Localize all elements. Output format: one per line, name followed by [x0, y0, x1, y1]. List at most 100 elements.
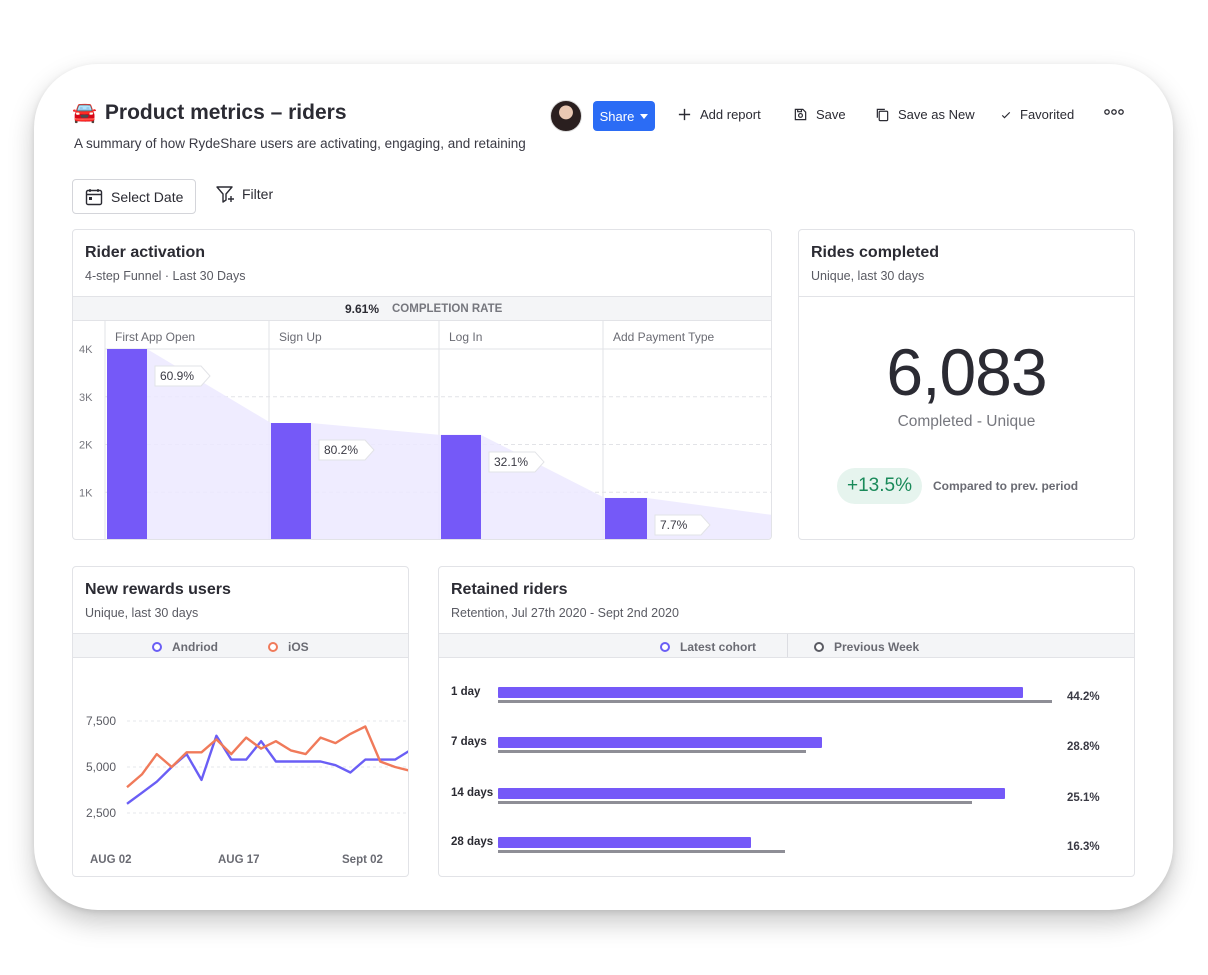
rides-completed-title: Rides completed: [811, 244, 940, 261]
save-as-new-label: Save as New: [898, 107, 975, 122]
favorited-button[interactable]: Favorited: [1000, 107, 1074, 122]
completion-rate-label: COMPLETION RATE: [392, 303, 503, 315]
share-button-label: Share: [599, 108, 635, 124]
funnel-chart: 4K 3K 2K 1K First App Open 60.9% Sign Up 80.2% L…: [79, 321, 771, 539]
checkmark-icon: [1001, 111, 1011, 118]
legend-band: [439, 633, 1134, 658]
retained-riders-title: Retained riders: [451, 581, 568, 598]
x-tick-label: Sept 02: [342, 854, 383, 866]
share-button[interactable]: Share: [593, 101, 655, 131]
retention-value-label: 44.2%: [1067, 691, 1100, 703]
funnel-step-label: Sign Up: [279, 330, 322, 344]
legend-latest-cohort[interactable]: Latest cohort: [660, 640, 756, 654]
retention-bar-latest: [498, 837, 752, 848]
new-rewards-users-panel[interactable]: New rewards users Unique, last 30 days A…: [72, 566, 409, 877]
legend-previous-week[interactable]: Previous Week: [814, 640, 919, 654]
filter-button[interactable]: Filter: [216, 185, 273, 203]
retained-riders-panel[interactable]: Retained riders Retention, Jul 27th 2020…: [438, 566, 1135, 877]
add-report-label: Add report: [700, 107, 761, 122]
filter-label: Filter: [242, 186, 274, 202]
conversion-badge: [488, 451, 545, 473]
rider-activation-panel[interactable]: Rider activation 4-step Funnel · Last 30…: [72, 229, 772, 540]
retention-row-label: 14 days: [451, 787, 494, 799]
save-button[interactable]: Save: [793, 107, 846, 122]
retention-bar-previous: [498, 700, 1052, 703]
delta-badge: +13.5%: [837, 468, 922, 504]
more-horizontal-icon: [1104, 109, 1124, 115]
retention-value-label: 28.8%: [1067, 741, 1100, 753]
retention-bar-previous: [498, 801, 973, 804]
completion-rate-band: 9.61% COMPLETION RATE: [73, 296, 771, 321]
filter-icon: [216, 186, 234, 203]
conversion-badge: [154, 365, 211, 387]
conversion-label: 60.9%: [160, 369, 194, 383]
legend-latest-label: Latest cohort: [680, 640, 757, 654]
rider-activation-title: Rider activation: [85, 244, 206, 261]
y-tick-label: 2K: [79, 440, 93, 452]
save-as-new-button[interactable]: Save as New: [875, 107, 975, 122]
conversion-badge: [318, 439, 375, 461]
line-chart: 7,500 5,000 2,500 AUG 02 AUG 17 Sept 02: [86, 714, 408, 866]
x-tick-label: AUG 02: [90, 854, 132, 866]
retention-bar-previous: [498, 850, 785, 853]
legend-android-label: Andriod: [172, 640, 218, 654]
retained-riders-subtitle: Retention, Jul 27th 2020 - Sept 2nd 2020: [451, 606, 679, 620]
car-emoji-icon: 🚘: [72, 102, 97, 124]
legend-previous-label: Previous Week: [834, 640, 920, 654]
conversion-label: 7.7%: [660, 518, 688, 532]
y-tick-label: 7,500: [86, 714, 116, 728]
y-tick-label: 2,500: [86, 806, 116, 820]
select-date-button[interactable]: Select Date: [72, 179, 196, 214]
conversion-label: 32.1%: [494, 455, 528, 469]
y-tick-label: 1K: [79, 487, 93, 499]
rides-completed-panel[interactable]: Rides completed Unique, last 30 days 6,0…: [798, 229, 1135, 540]
page-subtitle: A summary of how RydeShare users are act…: [74, 136, 526, 151]
retention-bar-previous: [498, 750, 807, 753]
legend-dot-android: [152, 642, 162, 652]
more-options-button[interactable]: [1104, 108, 1124, 116]
favorited-label: Favorited: [1020, 107, 1075, 122]
copy-icon: [876, 108, 889, 122]
retention-bar-latest: [498, 687, 1024, 698]
legend-divider: [787, 634, 788, 657]
divider: [799, 296, 1134, 297]
conversion-badge: [654, 514, 711, 536]
x-tick-label: AUG 17: [218, 854, 260, 866]
legend-band: [73, 633, 408, 658]
retention-value-label: 25.1%: [1067, 792, 1100, 804]
retention-row-label: 28 days: [451, 836, 494, 848]
retention-bar-latest: [498, 788, 1006, 799]
page-title-text: Product metrics – riders: [104, 100, 347, 124]
funnel-step-label: Log In: [449, 330, 482, 344]
retention-bar-latest: [498, 737, 823, 748]
retention-row-label: 7 days: [451, 736, 487, 748]
retention-value-label: 16.3%: [1067, 841, 1100, 853]
chevron-down-icon: [640, 113, 649, 119]
series-line-ios: [126, 725, 408, 789]
funnel-bar: [271, 423, 311, 539]
rides-completed-subtitle: Unique, last 30 days: [811, 269, 925, 283]
funnel-step-label: Add Payment Type: [613, 330, 715, 344]
legend-android[interactable]: Andriod: [152, 640, 218, 654]
save-icon: [794, 108, 807, 121]
legend-ios-label: iOS: [288, 640, 309, 654]
legend-dot-previous: [814, 642, 824, 652]
rides-completed-value: 6,083: [886, 335, 1047, 409]
conversion-label: 80.2%: [324, 443, 358, 457]
funnel-bar: [605, 497, 647, 539]
legend-ios[interactable]: iOS: [268, 640, 309, 654]
plus-icon: [678, 108, 691, 121]
page-title: 🚘 Product metrics – riders: [72, 100, 347, 125]
avatar[interactable]: [550, 100, 582, 132]
new-rewards-users-subtitle: Unique, last 30 days: [85, 606, 199, 620]
calendar-icon: [85, 188, 103, 205]
funnel-bar: [441, 434, 481, 539]
funnel-bar: [107, 349, 147, 539]
y-tick-label: 4K: [79, 344, 93, 356]
rides-completed-label: Completed - Unique: [897, 413, 1036, 430]
new-rewards-users-title: New rewards users: [85, 581, 231, 598]
y-tick-label: 5,000: [86, 760, 116, 774]
add-report-button[interactable]: Add report: [677, 107, 761, 122]
y-tick-label: 3K: [79, 392, 93, 404]
rider-activation-subtitle: 4-step Funnel · Last 30 Days: [85, 269, 246, 283]
